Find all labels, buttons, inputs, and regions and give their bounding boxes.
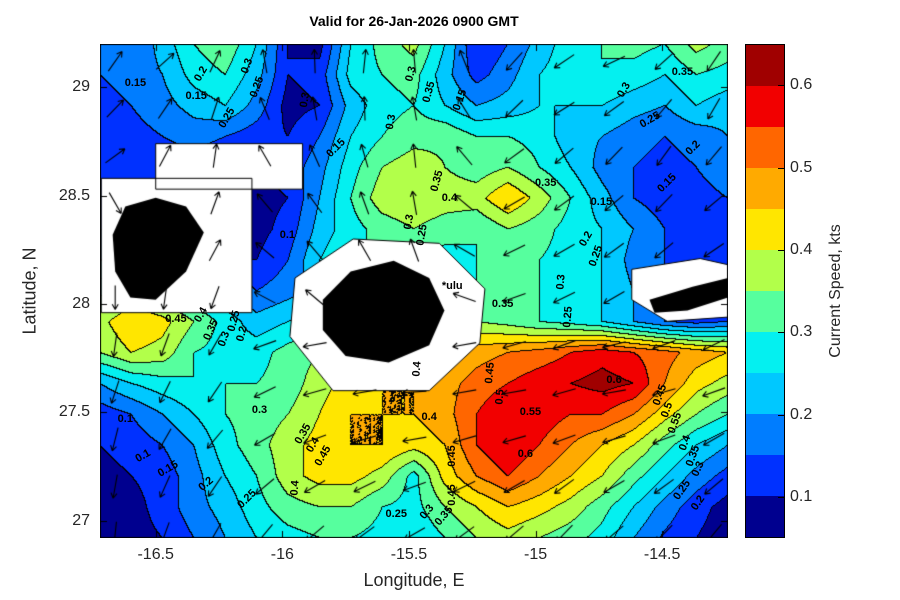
colorbar-band (746, 496, 784, 537)
colorbar-tick-mark (778, 249, 784, 251)
x-tick-label: -15 (523, 546, 548, 563)
x-tick-label: -16.5 (137, 546, 174, 563)
colorbar-band (746, 332, 784, 373)
colorbar-tick-mark (778, 332, 784, 334)
y-tick-label: 27 (72, 511, 90, 529)
colorbar-band (746, 455, 784, 496)
colorbar-band (746, 250, 784, 291)
colorbar-band (746, 291, 784, 332)
y-tick-label: 28.5 (58, 186, 90, 204)
colorbar-band (746, 209, 784, 250)
y-tick-label: 27.5 (58, 403, 90, 421)
colorbar-band (746, 373, 784, 414)
x-axis-label: Longitude, E (363, 570, 465, 590)
chart-title: Valid for 26-Jan-2026 0900 GMT (309, 13, 519, 29)
colorbar-tick-label: 0.1 (790, 487, 813, 505)
colorbar-tick-label: 0.3 (790, 323, 813, 341)
colorbar-tick-label: 0.4 (790, 240, 813, 258)
y-axis-label: Latitude, N (19, 247, 40, 335)
station-label: ulu (446, 279, 463, 292)
station-marker: *ulu (442, 280, 463, 292)
colorbar-tick-mark (778, 167, 784, 169)
colorbar-band (746, 168, 784, 209)
y-tick-label: 29 (72, 78, 90, 96)
x-tick-label: -15.5 (390, 546, 428, 563)
colorbar-tick-label: 0.5 (790, 158, 813, 176)
colorbar-band (746, 45, 784, 86)
colorbar-band (746, 86, 784, 127)
colorbar-band (746, 127, 784, 168)
x-tick-label: -16 (270, 546, 294, 563)
colorbar-tick-mark (778, 85, 784, 87)
colorbar-band (746, 414, 784, 455)
x-tick-label: -14.5 (643, 546, 681, 563)
contour-field-canvas (100, 44, 728, 538)
colorbar-tick-label: 0.2 (790, 405, 813, 423)
map-plot-area: 0.15 0.15 0.2 0.3 0.25 0.25 0.3 0.15 0.3 0.3 0.35 0… (100, 44, 728, 538)
y-tick-label: 28 (72, 295, 90, 312)
colorbar-label: Current Speed, kts (827, 224, 844, 358)
colorbar-tick-mark (778, 496, 784, 498)
colorbar-tick-mark (778, 414, 784, 416)
colorbar-tick-label: 0.6 (790, 76, 813, 94)
colorbar (745, 44, 785, 538)
station-marker-glyph: * (441, 279, 447, 292)
